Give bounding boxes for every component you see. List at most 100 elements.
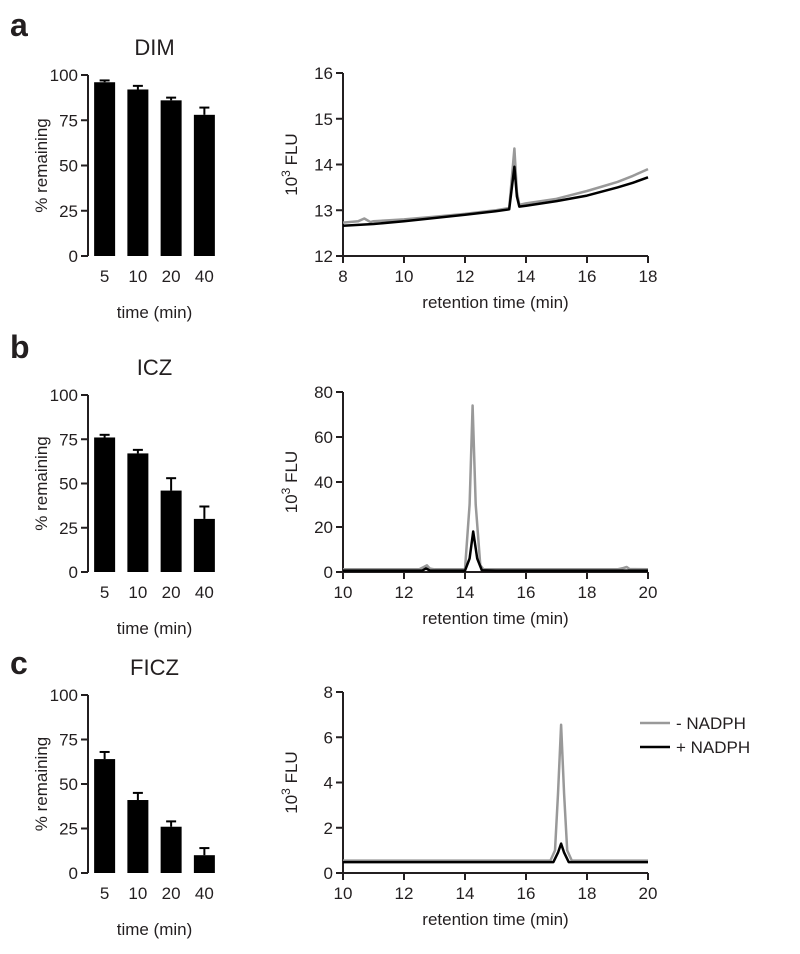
- y-tick-label-0: 0: [324, 563, 333, 582]
- bar-10-min: [127, 453, 149, 572]
- y-axis-label: % remaining: [32, 118, 51, 213]
- x-tick-label-10: 10: [334, 884, 353, 903]
- x-tick-label-18: 18: [639, 267, 658, 286]
- series-line-plus-nadph: [343, 530, 648, 572]
- x-tick-label-18: 18: [578, 583, 597, 602]
- y-tick-label-50: 50: [59, 157, 78, 176]
- y-tick-label-0: 0: [69, 864, 78, 883]
- bar-10-min: [127, 89, 149, 256]
- x-axis-label: time (min): [117, 619, 193, 638]
- x-tick-label-16: 16: [517, 884, 536, 903]
- y-tick-label-0: 0: [324, 864, 333, 883]
- x-tick-label-12: 12: [456, 267, 475, 286]
- panel-letter-b: b: [10, 329, 30, 365]
- x-axis-label: retention time (min): [422, 293, 568, 312]
- y-axis-label: 103 FLU: [279, 751, 301, 813]
- y-tick-label-75: 75: [59, 731, 78, 750]
- chart-title-icz: ICZ: [137, 355, 172, 380]
- x-tick-label-18: 18: [578, 884, 597, 903]
- y-tick-label-0: 0: [69, 247, 78, 266]
- y-tick-label-6: 6: [324, 728, 333, 747]
- bar-20-min: [160, 490, 182, 572]
- y-tick-label-4: 4: [324, 774, 333, 793]
- bar-10-min: [127, 800, 149, 873]
- x-tick-label-20: 20: [162, 884, 181, 903]
- y-tick-label-15: 15: [314, 110, 333, 129]
- y-axis-label: 103 FLU: [279, 451, 301, 513]
- y-tick-label-75: 75: [59, 430, 78, 449]
- x-tick-label-12: 12: [395, 583, 414, 602]
- bar-40-min: [193, 855, 215, 873]
- x-tick-label-40: 40: [195, 583, 214, 602]
- x-tick-label-14: 14: [456, 884, 475, 903]
- y-tick-label-16: 16: [314, 64, 333, 83]
- x-tick-label-8: 8: [338, 267, 347, 286]
- y-tick-label-25: 25: [59, 820, 78, 839]
- bar-40-min: [193, 518, 215, 572]
- y-axis-label: 103 FLU: [279, 133, 301, 195]
- bar-5-min: [94, 437, 116, 572]
- y-tick-label-14: 14: [314, 156, 333, 175]
- series-line-minus-nadph: [343, 723, 648, 862]
- x-tick-label-20: 20: [639, 583, 658, 602]
- y-tick-label-13: 13: [314, 201, 333, 220]
- y-tick-label-8: 8: [324, 683, 333, 702]
- y-axis-label: % remaining: [32, 737, 51, 832]
- y-tick-label-20: 20: [314, 518, 333, 537]
- series-line-plus-nadph: [343, 842, 648, 864]
- y-tick-label-80: 80: [314, 383, 333, 402]
- icz-chromatogram: 0 20 40 60 80 10 12 14 16 18 20 retention time (min…: [279, 383, 657, 628]
- x-tick-label-10: 10: [334, 583, 353, 602]
- bar-20-min: [160, 100, 182, 256]
- x-tick-label-14: 14: [456, 583, 475, 602]
- x-axis-label: retention time (min): [422, 910, 568, 929]
- x-tick-label-14: 14: [517, 267, 536, 286]
- y-tick-label-0: 0: [69, 563, 78, 582]
- x-tick-label-10: 10: [395, 267, 414, 286]
- y-tick-label-100: 100: [50, 686, 78, 705]
- icz-bar-chart: 0 25 50 75 100 5 10 20 40 ICZ time (min) % remainin…: [32, 355, 215, 638]
- y-tick-label-25: 25: [59, 202, 78, 221]
- y-tick-label-75: 75: [59, 111, 78, 130]
- y-tick-label-25: 25: [59, 519, 78, 538]
- panel-letter-c: c: [10, 645, 28, 681]
- legend-label-plus-nadph: + NADPH: [676, 738, 750, 757]
- x-tick-label-40: 40: [195, 884, 214, 903]
- x-tick-label-40: 40: [195, 267, 214, 286]
- y-tick-label-12: 12: [314, 247, 333, 266]
- bar-40-min: [193, 114, 215, 256]
- legend: - NADPH + NADPH: [640, 714, 750, 757]
- x-tick-label-12: 12: [395, 884, 414, 903]
- y-tick-label-100: 100: [50, 66, 78, 85]
- y-tick-label-50: 50: [59, 775, 78, 794]
- ficz-bar-chart: 0 25 50 75 100 5 10 20 40 FICZ time (min) % remaini…: [32, 655, 215, 939]
- ficz-chromatogram: 0 2 4 6 8 10 12 14 16 18 20 retention time (min) 103…: [279, 683, 657, 929]
- chart-title-dim: DIM: [134, 35, 174, 60]
- x-tick-label-10: 10: [128, 583, 147, 602]
- dim-bar-chart: 0 25 50 75 100 5 10 20 40 DIM time (min) % remainin…: [32, 35, 215, 322]
- bar-5-min: [94, 82, 116, 257]
- chart-title-ficz: FICZ: [130, 655, 179, 680]
- dim-chromatogram: 12 13 14 15 16 8 10 12 14 16 18 retention time (min…: [279, 64, 657, 312]
- x-axis-label: time (min): [117, 920, 193, 939]
- y-tick-label-50: 50: [59, 475, 78, 494]
- x-tick-label-5: 5: [100, 583, 109, 602]
- x-tick-label-20: 20: [639, 884, 658, 903]
- legend-label-minus-nadph: - NADPH: [676, 714, 746, 733]
- y-tick-label-100: 100: [50, 386, 78, 405]
- y-axis-label: % remaining: [32, 436, 51, 531]
- x-tick-label-20: 20: [162, 583, 181, 602]
- x-tick-label-5: 5: [100, 267, 109, 286]
- series-line-plus-nadph: [342, 165, 649, 228]
- y-tick-label-2: 2: [324, 819, 333, 838]
- panel-letter-a: a: [10, 7, 28, 43]
- x-tick-label-20: 20: [162, 267, 181, 286]
- x-tick-label-10: 10: [128, 884, 147, 903]
- x-tick-label-5: 5: [100, 884, 109, 903]
- x-tick-label-10: 10: [128, 267, 147, 286]
- series-line-minus-nadph: [343, 404, 649, 571]
- y-tick-label-40: 40: [314, 473, 333, 492]
- x-axis-label: retention time (min): [422, 609, 568, 628]
- x-tick-label-16: 16: [517, 583, 536, 602]
